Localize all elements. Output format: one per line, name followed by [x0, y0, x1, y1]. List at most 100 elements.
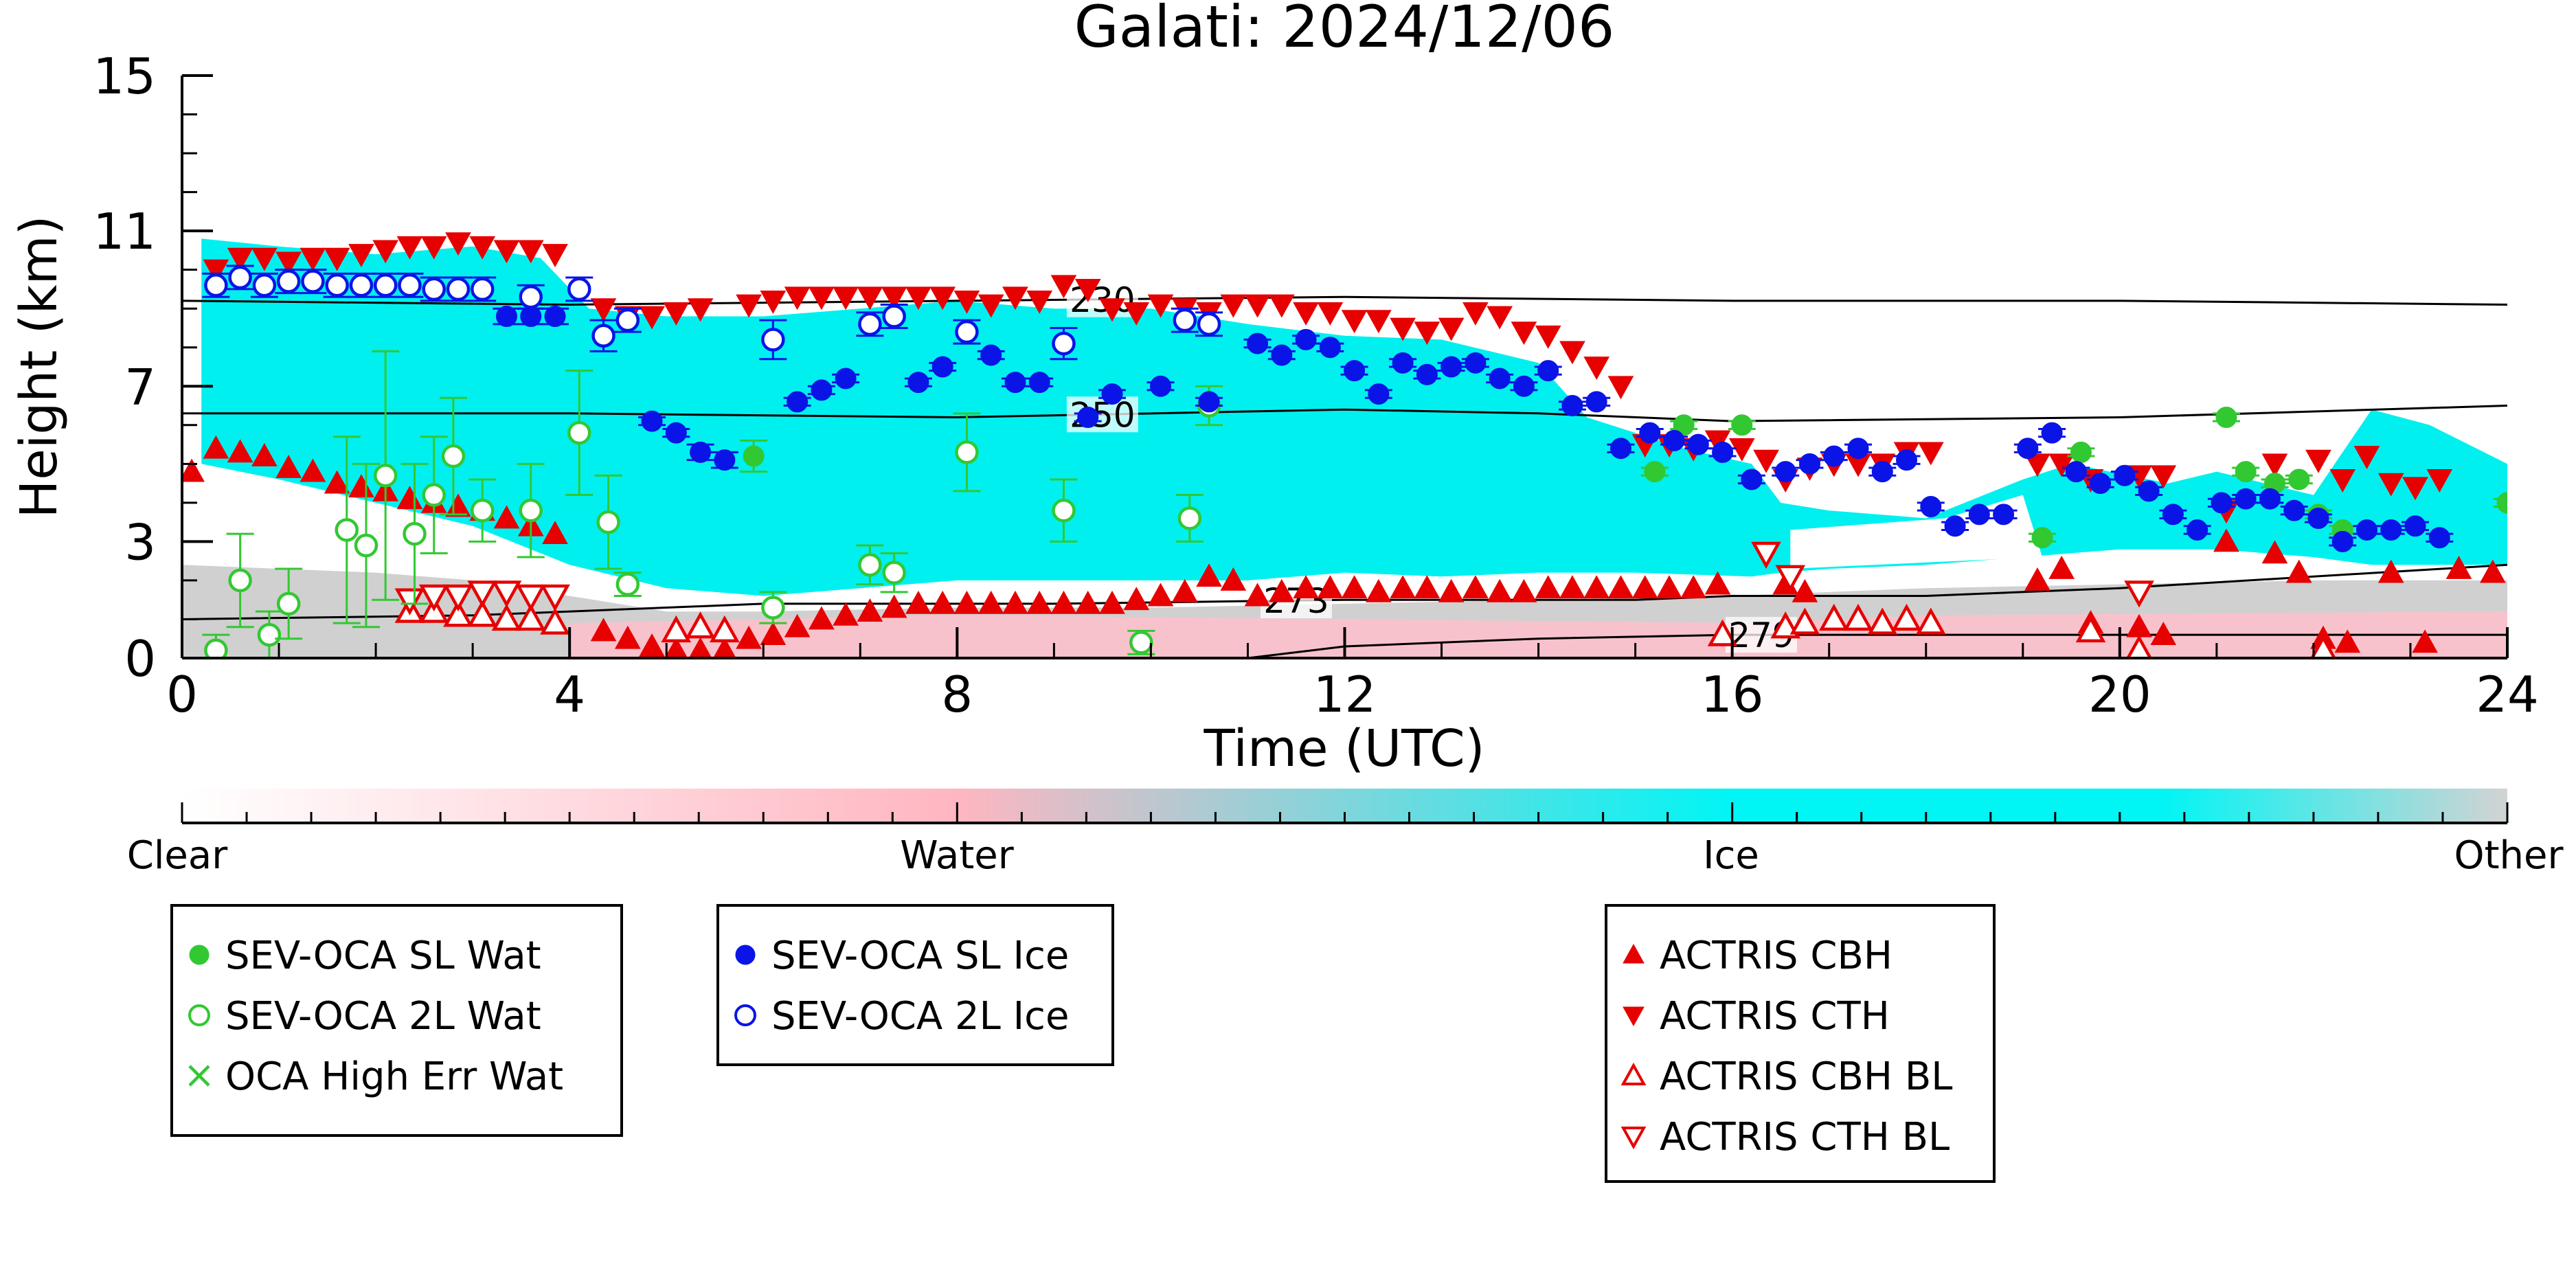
marker-point — [1147, 583, 1174, 607]
marker-point — [858, 312, 882, 337]
legend-entry: SEV-OCA SL Wat — [189, 934, 541, 978]
marker-point — [1026, 290, 1053, 314]
marker-point — [1847, 438, 1869, 460]
marker-point — [1843, 603, 1873, 631]
marker-point — [567, 420, 591, 445]
marker-point — [1462, 302, 1489, 326]
marker-point — [1944, 515, 1966, 537]
marker-point — [1891, 603, 1922, 631]
marker-point — [372, 240, 399, 264]
marker-point — [1004, 372, 1026, 394]
marker-point — [1583, 575, 1610, 599]
marker-point — [1052, 331, 1076, 356]
marker-point — [882, 561, 906, 585]
legend-entry: SEV-OCA 2L Ice — [734, 994, 1069, 1039]
marker-point — [275, 251, 302, 275]
marker-point — [596, 510, 620, 534]
legend-frame — [170, 904, 623, 1137]
marker-point — [1293, 302, 1319, 326]
marker-point — [1101, 383, 1123, 405]
marker-point — [1099, 298, 1125, 322]
marker-point — [1341, 575, 1368, 599]
marker-point — [639, 306, 665, 330]
marker-point — [881, 286, 907, 310]
marker-point — [690, 441, 712, 463]
marker-point — [1438, 317, 1465, 341]
marker-point — [1171, 578, 1198, 602]
y-tick-label: 7 — [124, 358, 156, 416]
marker-point — [2331, 530, 2353, 552]
marker-point — [1268, 578, 1295, 602]
marker-point — [1585, 391, 1607, 413]
marker-point — [445, 493, 471, 517]
legend-frame — [1605, 904, 1996, 1183]
marker-point — [1050, 590, 1077, 614]
marker-point — [2213, 528, 2239, 552]
marker-point — [2138, 480, 2160, 502]
marker-point — [491, 580, 522, 608]
marker-point — [1774, 461, 1796, 483]
marker-point — [1631, 575, 1658, 599]
marker-point — [905, 286, 931, 310]
series-sev-oca-sl-ice — [493, 306, 2454, 552]
marker-point — [2329, 469, 2356, 493]
legend-marker — [734, 1004, 756, 1026]
marker-point — [203, 435, 229, 459]
marker-point — [1712, 441, 1734, 463]
marker-point — [714, 449, 736, 471]
isotherm-line — [182, 405, 2507, 422]
marker-point — [1197, 312, 1221, 337]
legend-label: ACTRIS CTH BL — [1660, 1115, 1950, 1160]
marker-point — [2041, 422, 2063, 444]
marker-point — [1465, 352, 1487, 374]
marker-point — [493, 505, 520, 529]
marker-point — [519, 498, 543, 523]
marker-point — [2075, 615, 2106, 643]
colorbar-label-water: Water — [900, 833, 1015, 878]
y-tick-label: 0 — [124, 630, 156, 688]
marker-point — [809, 606, 835, 630]
marker-point — [396, 486, 423, 510]
marker-point — [335, 518, 359, 542]
colorbar-label-ice: Ice — [1703, 833, 1759, 878]
marker-point — [685, 611, 716, 639]
marker-point — [2162, 504, 2184, 526]
marker-point — [1295, 328, 1317, 350]
marker-point — [1268, 294, 1295, 318]
marker-point — [469, 236, 496, 260]
marker-point — [443, 600, 473, 627]
series-actris-cth-bl — [394, 541, 2154, 615]
marker-point — [1392, 352, 1414, 374]
marker-point — [833, 602, 859, 626]
marker-point — [1129, 631, 1153, 655]
data-markers — [182, 232, 2507, 658]
marker-point — [1731, 414, 1753, 436]
marker-point — [615, 572, 640, 596]
marker-point — [1663, 429, 1685, 451]
marker-point — [1753, 449, 1779, 473]
marker-point — [373, 464, 398, 488]
marker-point — [348, 474, 374, 498]
marker-point — [1050, 275, 1077, 299]
marker-point — [422, 277, 446, 302]
marker-point — [1198, 391, 1220, 413]
marker-point — [809, 286, 835, 310]
marker-point — [1150, 375, 1172, 397]
marker-point — [688, 637, 712, 658]
marker-point — [1917, 442, 1944, 466]
marker-point — [2261, 540, 2288, 564]
marker-point — [1896, 449, 1918, 471]
marker-point — [710, 615, 740, 643]
marker-point — [495, 306, 517, 328]
marker-point — [422, 483, 446, 507]
legend-entry: ACTRIS CBH — [1623, 934, 1893, 978]
marker-point — [687, 298, 714, 322]
marker-point — [736, 625, 762, 649]
marker-point — [1244, 294, 1271, 318]
marker-point — [2353, 446, 2380, 470]
marker-point — [2150, 465, 2177, 489]
marker-point — [907, 372, 929, 394]
x-tick-label: 4 — [554, 666, 585, 723]
